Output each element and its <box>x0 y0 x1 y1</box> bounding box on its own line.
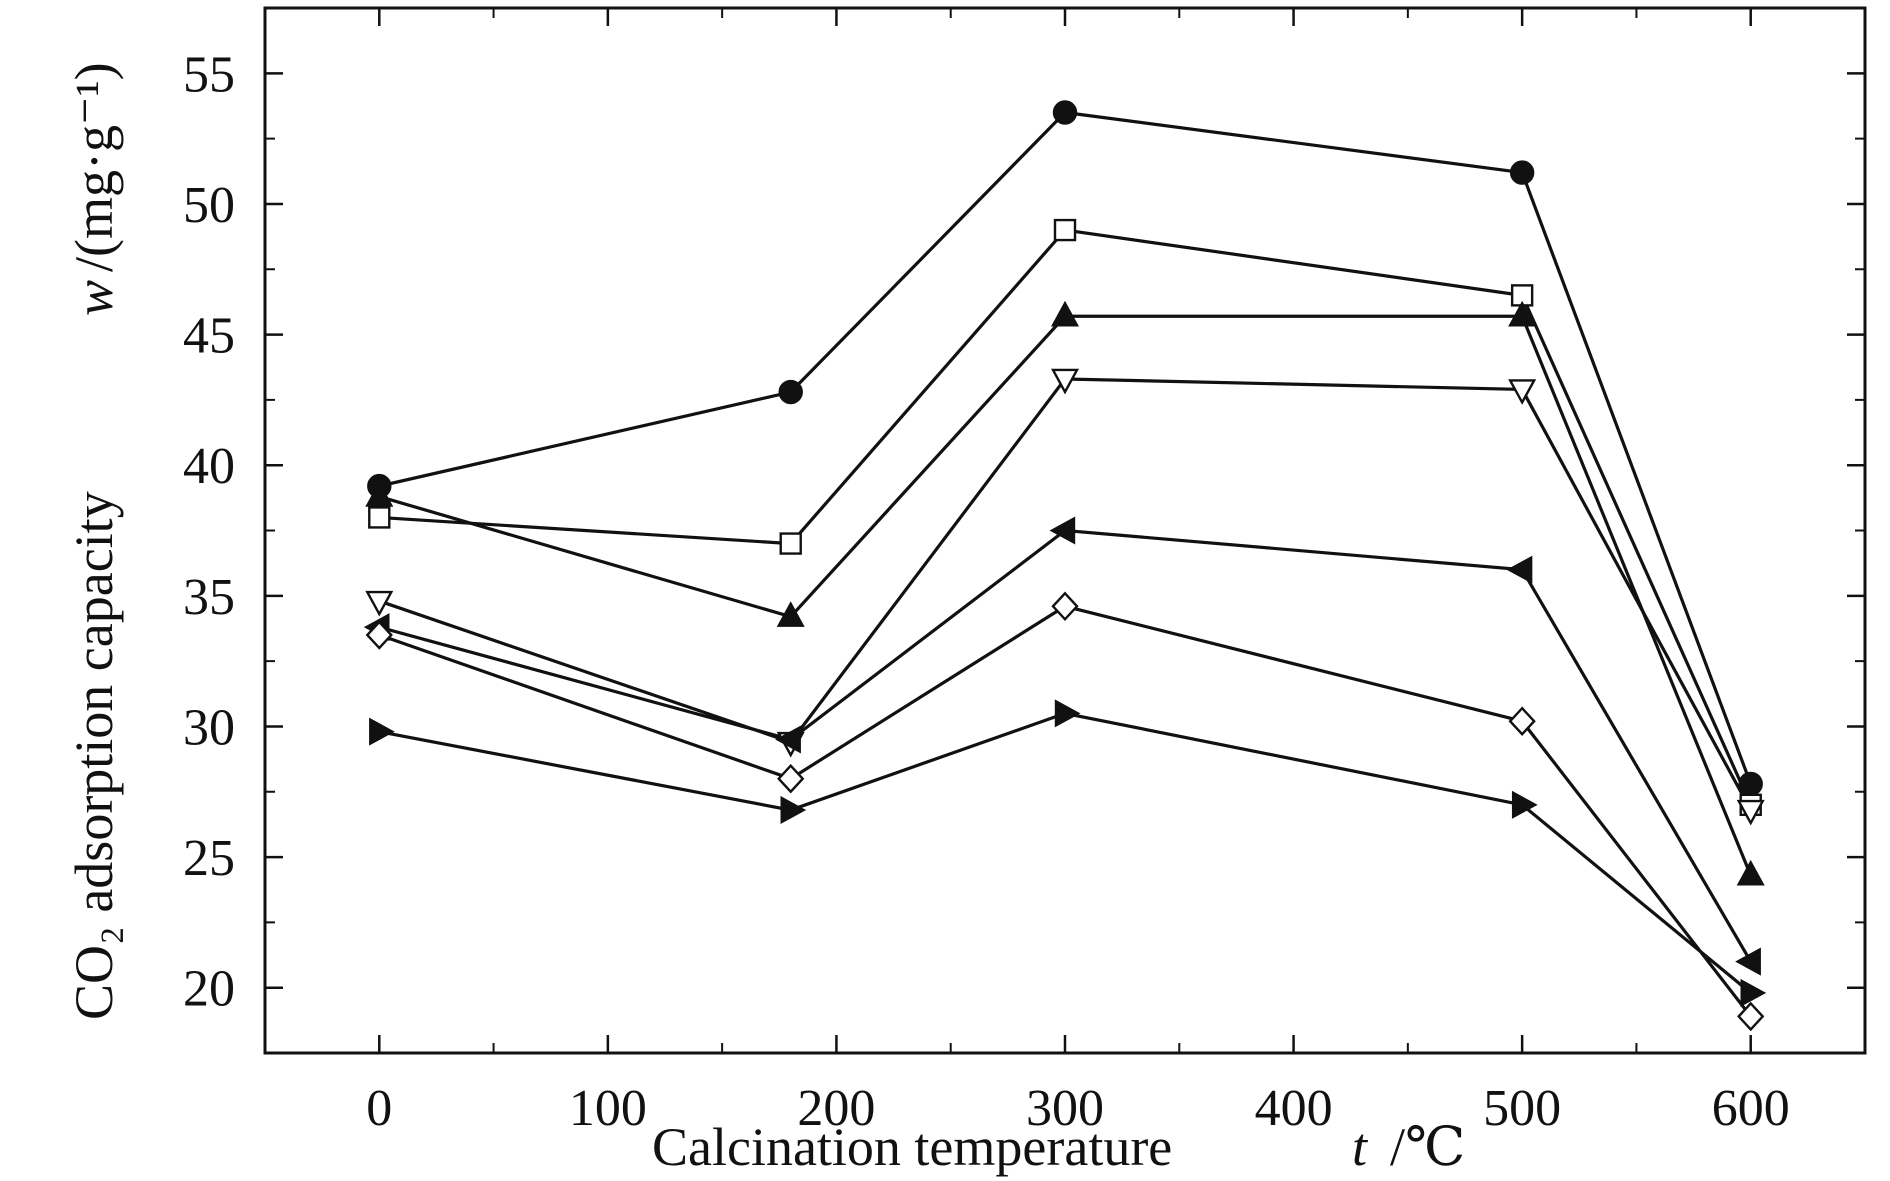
y-tick-label: 55 <box>183 46 235 103</box>
marker-open-triangle-down <box>365 590 394 617</box>
marker-open-triangle-down <box>1050 368 1080 395</box>
x-tick-label: 600 <box>1712 1080 1790 1137</box>
marker-filled-triangle-right <box>369 717 395 746</box>
x-tick-label: 300 <box>1026 1080 1104 1137</box>
y-tick-label: 25 <box>183 830 235 887</box>
marker-filled-triangle-right <box>780 796 807 825</box>
marker-open-diamond <box>777 763 805 794</box>
series-line-filled-triangle-right <box>378 711 1752 995</box>
marker-filled-circle <box>1052 100 1078 125</box>
x-tick-label: 500 <box>1483 1080 1561 1137</box>
marker-filled-triangle-right <box>1511 790 1538 819</box>
marker-filled-triangle-up <box>1050 300 1080 327</box>
series-lines <box>378 110 1753 1018</box>
x-axis-unit: /℃ <box>1390 1117 1465 1177</box>
y-axis-variable: w <box>64 280 124 316</box>
y-tick-label: 50 <box>183 177 235 234</box>
series-markers <box>363 100 1767 1032</box>
axis-ticks <box>265 8 1865 1053</box>
x-tick-label: 200 <box>797 1080 875 1137</box>
marker-filled-triangle-right <box>1740 978 1767 1007</box>
marker-open-square <box>1053 218 1077 242</box>
y-tick-label: 30 <box>183 699 235 756</box>
y-tick-label: 45 <box>183 308 235 365</box>
marker-open-triangle-down <box>1736 799 1765 826</box>
marker-open-diamond <box>1508 706 1536 736</box>
x-tick-label: 400 <box>1255 1080 1333 1137</box>
x-tick-label: 100 <box>569 1080 647 1137</box>
y-axis-title-group: CO₂ adsorption capacity w /(mg·g⁻¹) <box>64 62 124 1020</box>
marker-open-square <box>779 532 802 555</box>
marker-filled-circle <box>1738 771 1763 797</box>
marker-open-square <box>368 506 391 529</box>
y-axis-unit: /(mg·g⁻¹) <box>64 62 124 272</box>
marker-filled-triangle-left <box>1049 516 1076 545</box>
marker-filled-circle <box>1509 160 1535 185</box>
marker-open-triangle-down <box>1508 379 1537 405</box>
y-tick-labels: 20 25 30 35 40 45 50 55 <box>183 46 235 1017</box>
y-axis-title: CO₂ adsorption capacity <box>64 491 124 1020</box>
marker-filled-triangle-left <box>775 725 801 754</box>
marker-filled-triangle-left <box>1506 555 1533 584</box>
x-tick-label: 0 <box>366 1080 392 1137</box>
y-tick-label: 20 <box>183 961 235 1018</box>
marker-filled-triangle-left <box>1735 947 1761 976</box>
marker-filled-triangle-right <box>1054 699 1081 728</box>
marker-open-diamond <box>1737 1001 1765 1032</box>
marker-filled-triangle-up <box>776 601 805 627</box>
series-line-open-diamond <box>378 604 1752 1018</box>
marker-open-diamond <box>365 620 393 650</box>
x-tick-labels: 0 100 200 300 400 500 600 <box>366 1080 1789 1137</box>
y-tick-label: 40 <box>183 438 235 495</box>
marker-filled-triangle-up <box>1736 859 1765 886</box>
marker-filled-circle <box>778 379 803 405</box>
marker-filled-triangle-up <box>365 481 394 507</box>
y-tick-label: 35 <box>183 569 235 626</box>
marker-open-diamond <box>1051 591 1079 622</box>
marker-filled-triangle-up <box>1508 300 1537 327</box>
x-axis-title: Calcination temperature <box>652 1117 1172 1177</box>
x-axis-variable: t <box>1352 1117 1369 1177</box>
